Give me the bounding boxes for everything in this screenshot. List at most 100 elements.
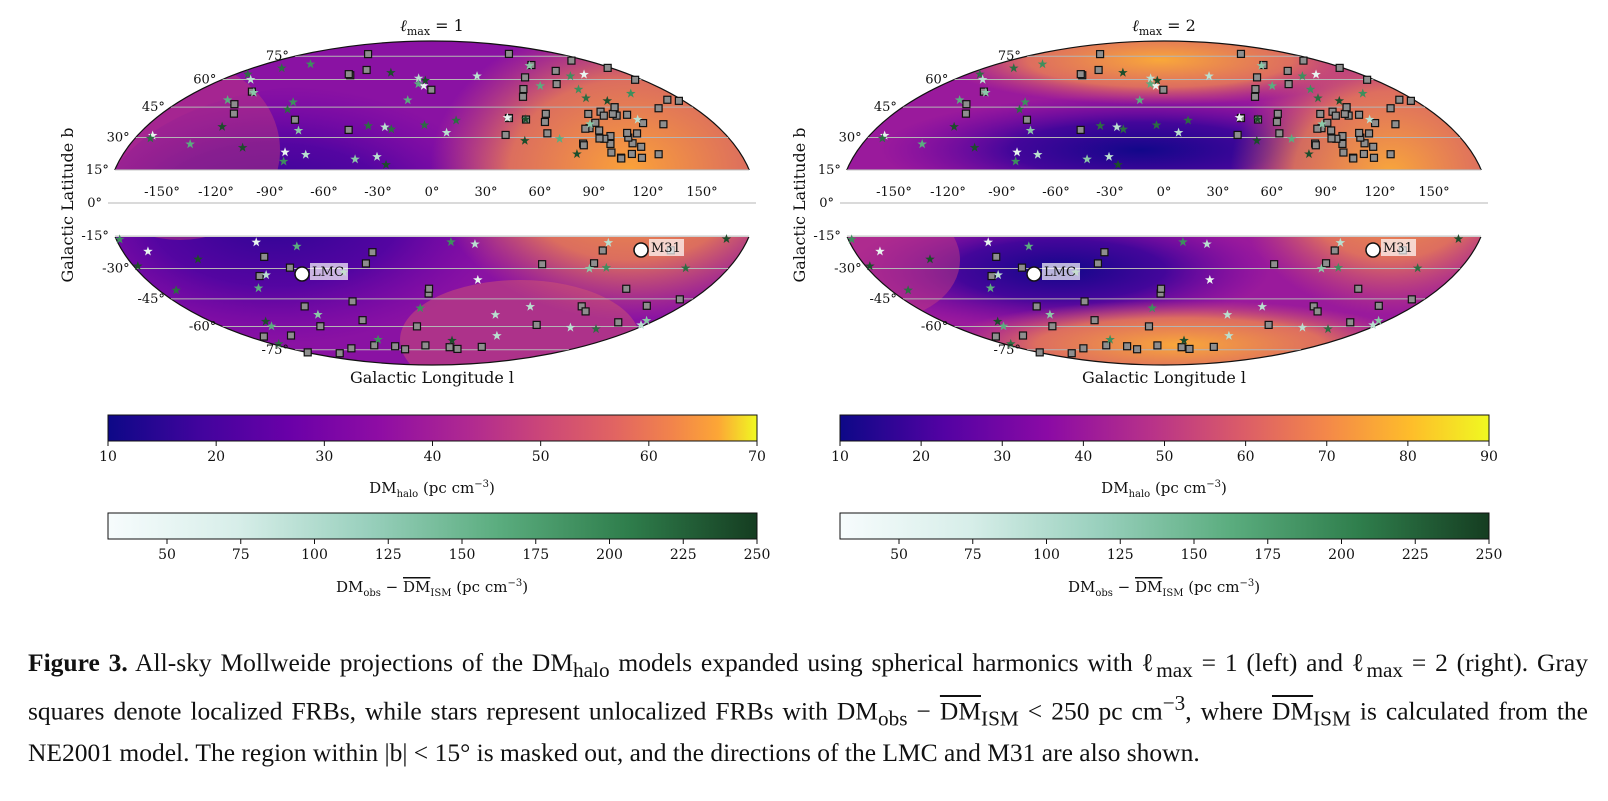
localized-frb-square — [595, 126, 604, 135]
localized-frb-square — [260, 252, 269, 261]
localized-frb-square — [1018, 331, 1028, 340]
localized-frb-square — [608, 109, 617, 118]
localized-frb-square — [637, 142, 646, 151]
localized-frb-square — [1153, 341, 1162, 350]
localized-frb-square — [962, 100, 971, 109]
localized-frb-square — [628, 139, 637, 148]
localized-frb-square — [1094, 65, 1103, 75]
caption-text: DM — [939, 696, 981, 726]
cbar-tick-label: 40 — [1074, 449, 1092, 465]
localized-frb-square — [427, 85, 436, 94]
localized-frb-square — [606, 139, 615, 149]
cbar-tick-label: 125 — [1107, 547, 1134, 563]
lon-tick-label: 120° — [632, 185, 663, 200]
lat-tick-label: -75° — [993, 343, 1020, 358]
caption-text: max — [1366, 658, 1404, 683]
cbar-tick-label: 60 — [1237, 449, 1255, 465]
lon-tick-label: -90° — [256, 185, 283, 200]
lon-tick-label: -120° — [198, 185, 234, 200]
localized-frb-square — [659, 120, 668, 129]
figure: ℓmax = 1 ℓmax = 2 Galactic Latitude b Ga… — [58, 16, 1502, 599]
cbar-tick-label: 150 — [449, 547, 476, 563]
lon-tick-label: -150° — [876, 185, 912, 200]
lat-tick-label: 60° — [925, 72, 948, 87]
localized-frb-square — [1369, 142, 1378, 151]
localized-frb-square — [520, 73, 530, 82]
localized-frb-square — [1177, 343, 1186, 352]
ylabel-right: Galactic Latitude b — [790, 127, 809, 282]
localized-frb-square — [1339, 148, 1348, 157]
localized-frb-square — [518, 92, 528, 101]
lon-tick-label: 30° — [1206, 185, 1229, 200]
cbar-tick-label: 10 — [99, 449, 117, 465]
localized-frb-square — [622, 284, 631, 293]
lmc-label-right: LMC — [1044, 265, 1076, 280]
lon-tick-label: -30° — [1096, 185, 1123, 200]
cbar-tick-label: 60 — [640, 449, 658, 465]
localized-frb-square — [1327, 126, 1336, 135]
localized-frb-square — [541, 109, 550, 118]
m31-label-left: M31 — [651, 241, 681, 256]
cbar-tick-label: 75 — [964, 547, 982, 563]
lat-tick-label: 0° — [819, 196, 834, 211]
localized-frb-square — [610, 103, 619, 112]
cbar-tick-label: 70 — [1318, 449, 1336, 465]
localized-frb-square — [1331, 111, 1340, 120]
lon-tick-label: 0° — [425, 185, 440, 200]
caption-text: All-sky Mollweide projections of the DM — [127, 648, 573, 677]
localized-frb-square — [1236, 49, 1246, 58]
figure-caption: Figure 3. All-sky Mollweide projections … — [28, 646, 1588, 769]
localized-frb-square — [1354, 110, 1364, 119]
localized-frb-square — [347, 344, 356, 353]
cbar-tick-label: 50 — [1156, 449, 1174, 465]
localized-frb-square — [598, 246, 607, 255]
obs-cbar-label-left: DMobs − DMISM (pc cm−3) — [336, 578, 528, 599]
localized-frb-square — [1354, 284, 1363, 293]
localized-frb-square — [1022, 115, 1032, 124]
lon-tick-label: 90° — [1314, 185, 1337, 200]
lmc-label-left: LMC — [312, 265, 344, 280]
localized-frb-square — [1338, 139, 1347, 149]
lmc-marker-left: LMC — [294, 263, 348, 282]
localized-frb-square — [290, 115, 300, 124]
lon-tick-label: -90° — [988, 185, 1015, 200]
cbar-tick-label: 150 — [1181, 547, 1208, 563]
caption-text: = 1 (left) and ℓ — [1192, 648, 1367, 677]
localized-frb-square — [663, 95, 672, 104]
localized-frb-square — [603, 63, 612, 72]
localized-frb-square — [567, 56, 576, 65]
localized-frb-square — [674, 96, 683, 105]
localized-frb-square — [638, 118, 648, 128]
cbar-tick-label: 125 — [375, 547, 402, 563]
localized-frb-square — [1250, 92, 1260, 101]
lat-tick-label: 15° — [818, 163, 841, 178]
lat-tick-label: -30° — [102, 261, 129, 276]
localized-frb-square — [1144, 322, 1154, 331]
localized-frb-square — [627, 149, 636, 159]
localized-frb-square — [391, 342, 400, 351]
cbar-tick-label: 250 — [744, 547, 771, 563]
localized-frb-square — [1067, 349, 1076, 358]
frb-markers-right — [846, 49, 1464, 358]
localized-frb-square — [1374, 301, 1383, 310]
localized-frb-square — [581, 124, 590, 133]
lon-tick-label: 30° — [474, 185, 497, 200]
lon-tick-label: 120° — [1364, 185, 1395, 200]
caption-text: max — [1156, 658, 1193, 683]
frb-markers-left — [114, 49, 732, 358]
localized-frb-square — [1209, 342, 1218, 351]
panel-title-left: ℓmax = 1 — [400, 16, 464, 38]
cbar-tick-label: 50 — [158, 547, 176, 563]
lat-tick-label: -60° — [189, 320, 216, 335]
lat-tick-label: -45° — [137, 292, 164, 307]
lat-tick-label: -75° — [261, 343, 288, 358]
localized-frb-square — [1100, 248, 1109, 257]
caption-text: models expanded using spherical harmonic… — [609, 648, 1157, 677]
caption-text: DM — [1271, 696, 1314, 726]
localized-frb-square — [1340, 109, 1349, 118]
localized-frb-square — [631, 75, 640, 84]
localized-frb-square — [1407, 295, 1416, 304]
obs-colorbar-left: 50 75 100 125 150 175 200 225 250 DMobs − DMISM … — [107, 512, 771, 599]
mollweide-map-right — [830, 40, 1500, 366]
localized-frb-square — [675, 295, 684, 304]
